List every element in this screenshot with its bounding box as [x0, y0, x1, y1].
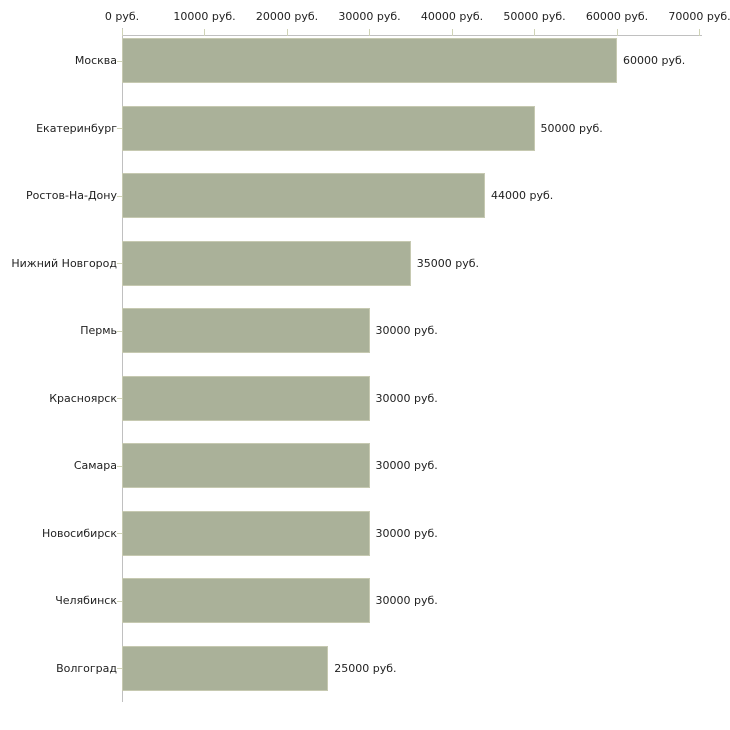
bar-value-label: 30000 руб. [375, 459, 438, 472]
bar [122, 645, 329, 691]
bar [122, 578, 370, 623]
x-axis-tick-label: 60000 руб. [585, 10, 649, 23]
y-axis-tick-mark [117, 263, 122, 264]
category-label: Волгоград [56, 661, 117, 675]
bar [122, 240, 411, 286]
x-axis-tick-label: 30000 руб. [338, 10, 401, 23]
y-axis-tick-mark [117, 668, 122, 669]
x-axis-tick-mark [121, 29, 123, 36]
y-axis-tick-mark [117, 533, 122, 534]
bar [122, 443, 370, 488]
bar-value-label: 30000 руб. [375, 594, 438, 607]
y-axis-tick-mark [117, 398, 122, 399]
bar-value-label: 35000 руб. [416, 256, 480, 270]
category-label: Москва [74, 54, 117, 67]
bar-value-label: 25000 руб. [334, 661, 397, 675]
y-axis-tick-mark [117, 330, 122, 332]
bar-value-label: 50000 руб. [540, 121, 603, 135]
x-axis-tick-mark [699, 29, 700, 36]
bar [122, 375, 370, 421]
x-axis-tick-label: 10000 руб. [173, 10, 236, 23]
x-axis-line [122, 35, 702, 36]
category-label: Пермь [80, 324, 117, 337]
bar [122, 173, 485, 218]
x-axis-tick-label: 40000 руб. [420, 10, 484, 23]
x-axis-tick-mark [369, 29, 370, 36]
category-label: Новосибирск [41, 526, 117, 540]
y-axis-tick-mark [117, 60, 122, 62]
category-label: Нижний Новгород [11, 256, 117, 270]
x-axis-tick-mark [286, 29, 288, 36]
category-label: Екатеринбург [36, 121, 117, 135]
x-axis-tick-mark [451, 29, 453, 36]
bar-value-label: 30000 руб. [375, 391, 438, 405]
x-axis-tick-mark [616, 29, 618, 36]
bar [122, 510, 370, 556]
bar [122, 105, 535, 151]
x-axis-tick-label: 0 руб. [104, 10, 140, 23]
category-label: Челябинск [55, 594, 117, 607]
category-label: Красноярск [49, 391, 117, 405]
y-axis-tick-mark [117, 128, 122, 129]
bar [122, 38, 617, 83]
bar-value-label: 30000 руб. [375, 526, 438, 540]
y-axis-tick-mark [117, 195, 122, 197]
bar-value-label: 30000 руб. [375, 324, 438, 337]
x-axis-tick-label: 50000 руб. [503, 10, 566, 23]
x-axis-tick-label: 20000 руб. [255, 10, 319, 23]
bar-value-label: 44000 руб. [491, 189, 554, 202]
y-axis-line [122, 28, 123, 702]
category-label: Ростов-На-Дону [25, 189, 117, 202]
category-label: Самара [73, 459, 117, 472]
y-axis-tick-mark [117, 600, 122, 602]
bar-value-label: 60000 руб. [623, 54, 686, 67]
x-axis-tick-mark [534, 29, 535, 36]
y-axis-tick-mark [117, 465, 122, 467]
x-axis-tick-label: 70000 руб. [668, 10, 730, 23]
bar [122, 308, 370, 353]
x-axis-tick-mark [204, 29, 205, 36]
